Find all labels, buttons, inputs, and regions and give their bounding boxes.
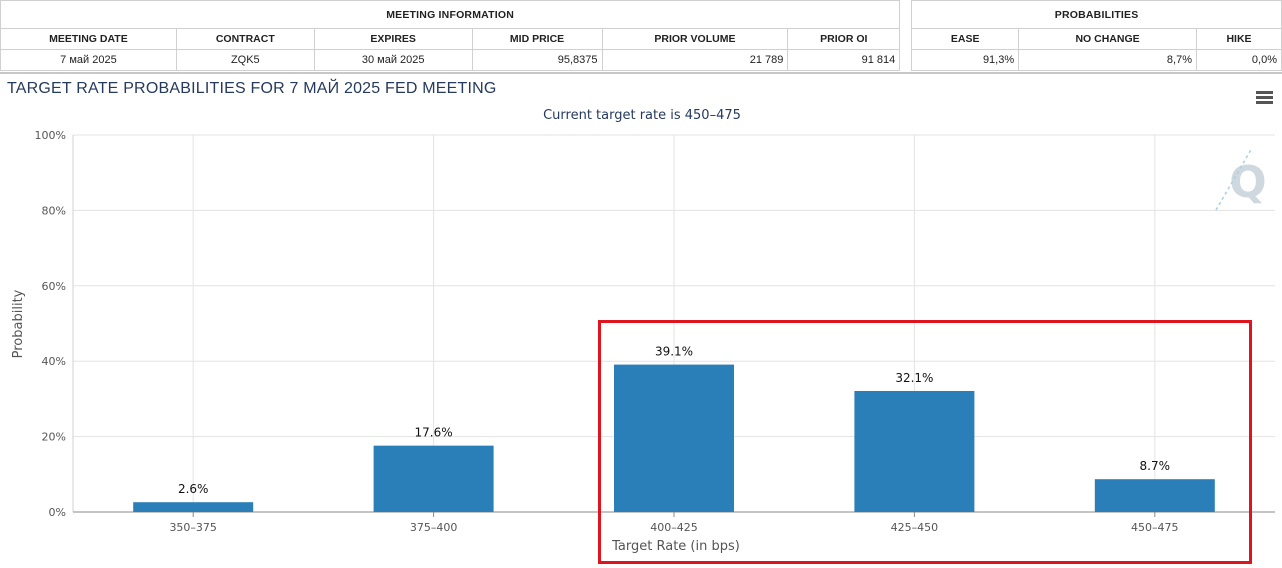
cell-ease: 91,3% bbox=[911, 49, 1020, 71]
x-axis-label: Target Rate (in bps) bbox=[611, 539, 740, 554]
col-contract[interactable]: CONTRACT bbox=[175, 28, 315, 50]
col-mid-price[interactable]: MID PRICE bbox=[471, 28, 603, 50]
x-tick-label: 450–475 bbox=[1131, 521, 1179, 534]
x-tick-label: 375–400 bbox=[410, 521, 458, 534]
probabilities-header: PROBABILITIES bbox=[911, 0, 1282, 29]
bar[interactable] bbox=[614, 364, 734, 512]
col-ease[interactable]: EASE bbox=[911, 28, 1020, 50]
q-logo-icon: Q bbox=[1215, 147, 1267, 211]
hamburger-menu-icon[interactable] bbox=[1256, 91, 1273, 105]
chart-title: TARGET RATE PROBABILITIES FOR 7 МАЙ 2025… bbox=[7, 80, 497, 97]
x-tick-label: 425–450 bbox=[891, 521, 939, 534]
svg-text:Q: Q bbox=[1229, 157, 1266, 208]
y-tick-label: 0% bbox=[49, 506, 66, 519]
col-prior-oi[interactable]: PRIOR OI bbox=[787, 28, 901, 50]
cell-prior-volume: 21 789 bbox=[601, 49, 789, 71]
y-axis-label: Probability bbox=[11, 289, 26, 358]
col-hike[interactable]: HIKE bbox=[1195, 28, 1282, 50]
bar[interactable] bbox=[854, 390, 975, 512]
data-label: 2.6% bbox=[178, 482, 209, 496]
bar[interactable] bbox=[133, 502, 254, 512]
chart-subtitle: Current target rate is 450–475 bbox=[543, 108, 741, 123]
y-tick-label: 80% bbox=[42, 204, 66, 217]
y-tick-label: 20% bbox=[42, 431, 66, 444]
y-tick-label: 100% bbox=[35, 129, 66, 142]
x-tick-label: 350–375 bbox=[169, 521, 217, 534]
data-label: 39.1% bbox=[655, 345, 693, 359]
divider bbox=[0, 72, 1282, 74]
data-label: 8.7% bbox=[1140, 459, 1171, 473]
data-label: 32.1% bbox=[895, 371, 933, 385]
x-tick-label: 400–425 bbox=[650, 521, 698, 534]
table-row: 7 май 2025 ZQK5 30 май 2025 95,8375 21 7… bbox=[0, 49, 1282, 71]
cell-meeting-date: 7 май 2025 bbox=[0, 49, 177, 71]
bar[interactable] bbox=[1094, 479, 1215, 512]
bar[interactable] bbox=[373, 445, 494, 512]
cell-expires: 30 май 2025 bbox=[313, 49, 473, 71]
y-tick-label: 60% bbox=[42, 280, 66, 293]
data-label: 17.6% bbox=[415, 426, 453, 440]
col-prior-volume[interactable]: PRIOR VOLUME bbox=[601, 28, 789, 50]
col-meeting-date[interactable]: MEETING DATE bbox=[0, 28, 177, 50]
cell-hike: 0,0% bbox=[1195, 49, 1282, 71]
meeting-information-header: MEETING INFORMATION bbox=[0, 0, 901, 29]
cell-mid-price: 95,8375 bbox=[471, 49, 603, 71]
meeting-info-table: MEETING INFORMATION PROBABILITIES MEETIN… bbox=[0, 0, 1282, 71]
probability-chart: Current target rate is 450–475 0% 20% 40% 6… bbox=[11, 108, 1275, 554]
highlight-box bbox=[598, 320, 1252, 564]
y-tick-label: 40% bbox=[42, 355, 66, 368]
cell-contract: ZQK5 bbox=[175, 49, 315, 71]
cell-no-change: 8,7% bbox=[1018, 49, 1197, 71]
col-no-change[interactable]: NO CHANGE bbox=[1018, 28, 1197, 50]
cell-prior-oi: 91 814 bbox=[787, 49, 901, 71]
col-expires[interactable]: EXPIRES bbox=[313, 28, 473, 50]
